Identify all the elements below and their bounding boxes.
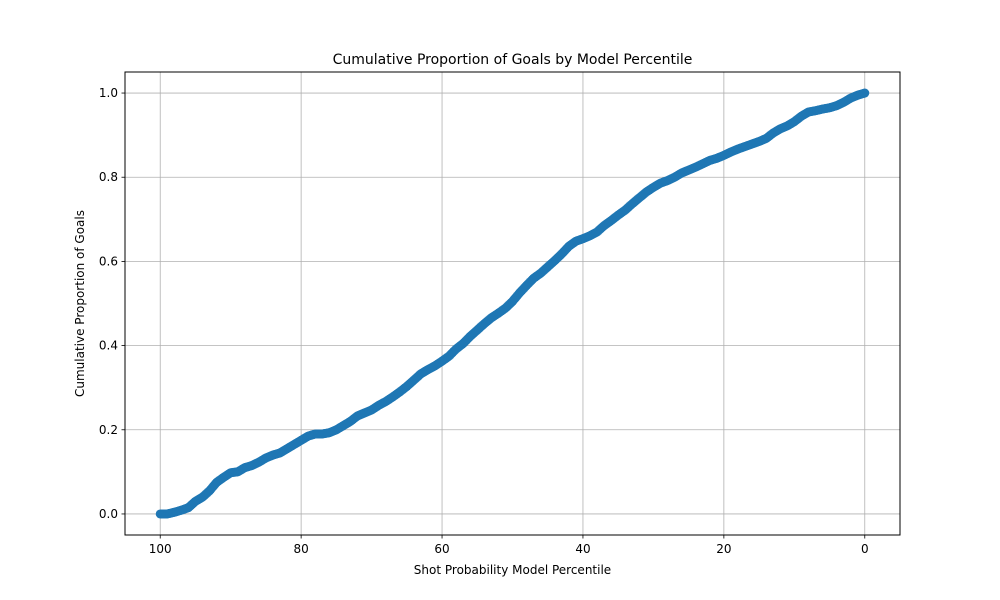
x-tick-label: 60 xyxy=(434,542,449,556)
chart-title: Cumulative Proportion of Goals by Model … xyxy=(333,52,693,68)
ticks-layer: 100 80 60 40 20 0 0.0 0.2 0.4 0.6 0.8 1.0 xyxy=(99,86,869,556)
x-axis-label: Shot Probability Model Percentile xyxy=(414,563,611,577)
y-tick-label: 1.0 xyxy=(99,86,118,100)
data-point xyxy=(860,88,870,98)
x-tick-label: 80 xyxy=(293,542,308,556)
x-tick-label: 0 xyxy=(861,542,869,556)
y-tick-label: 0.8 xyxy=(99,170,118,184)
x-tick-label: 20 xyxy=(716,542,731,556)
x-tick-label: 40 xyxy=(575,542,590,556)
y-tick-label: 0.6 xyxy=(99,254,118,268)
y-tick-label: 0.2 xyxy=(99,423,118,437)
y-axis-label: Cumulative Proportion of Goals xyxy=(73,210,87,397)
plot-frame xyxy=(124,71,901,536)
grid-layer xyxy=(125,72,900,535)
points-layer xyxy=(155,88,870,519)
y-tick-label: 0.0 xyxy=(99,507,118,521)
y-tick-label: 0.4 xyxy=(99,339,118,353)
x-tick-label: 100 xyxy=(149,542,172,556)
